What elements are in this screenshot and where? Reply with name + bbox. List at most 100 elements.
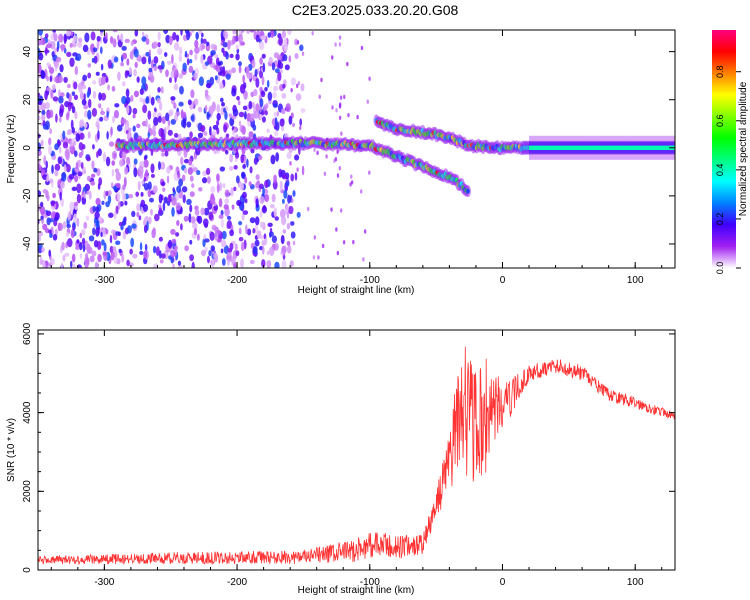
noise-blob <box>187 167 193 175</box>
noise-blob <box>295 83 299 89</box>
noise-blob <box>113 211 117 220</box>
noise-blob <box>259 221 265 229</box>
noise-blob <box>94 211 100 220</box>
noise-blob <box>106 131 109 140</box>
noise-blob <box>58 33 64 43</box>
noise-blob <box>63 164 67 173</box>
noise-blob <box>189 254 194 262</box>
noise-blob <box>246 112 252 123</box>
noise-blob <box>260 90 266 98</box>
noise-blob <box>260 235 265 240</box>
noise-blob <box>338 35 342 40</box>
colorbar-label: Normalized spectral amplitude <box>738 81 749 216</box>
noise-blob <box>157 115 162 123</box>
noise-blob <box>145 51 150 57</box>
noise-blob <box>100 76 106 86</box>
noise-blob <box>299 118 303 127</box>
noise-blob <box>186 121 192 128</box>
noise-blob <box>290 231 296 239</box>
noise-blob <box>46 217 51 226</box>
noise-blob <box>99 116 104 122</box>
noise-blob <box>224 189 230 198</box>
noise-blob <box>94 261 99 268</box>
noise-blob <box>313 147 316 153</box>
noise-blob <box>255 34 260 43</box>
noise-blob <box>133 90 139 98</box>
noise-blob <box>98 92 102 101</box>
noise-blob <box>191 183 195 189</box>
noise-blob <box>73 81 78 90</box>
noise-blob <box>264 110 268 116</box>
noise-blob <box>180 30 183 36</box>
noise-blob <box>44 90 48 101</box>
noise-blob <box>152 245 157 254</box>
noise-blob <box>296 40 300 45</box>
noise-blob <box>294 172 298 181</box>
noise-blob <box>152 185 158 194</box>
noise-blob <box>249 166 253 174</box>
noise-blob <box>331 105 334 110</box>
noise-blob <box>48 229 52 234</box>
colorbar-tick-label: 0.6 <box>715 115 725 128</box>
noise-blob <box>300 108 306 114</box>
noise-blob <box>259 57 263 65</box>
noise-blob <box>228 113 233 118</box>
noise-blob <box>283 189 288 199</box>
noise-blob <box>105 190 109 197</box>
noise-blob <box>287 30 292 36</box>
noise-blob <box>143 182 149 191</box>
noise-blob <box>173 102 177 110</box>
noise-blob <box>193 227 198 236</box>
noise-blob <box>122 217 126 227</box>
noise-blob <box>139 250 144 255</box>
noise-blob <box>140 191 144 197</box>
noise-blob <box>69 201 75 212</box>
noise-blob <box>38 63 42 74</box>
noise-blob <box>243 111 247 120</box>
noise-blob <box>116 124 123 132</box>
noise-blob <box>119 159 124 167</box>
noise-blob <box>170 250 176 258</box>
noise-blob <box>208 211 214 221</box>
snr-y-ticks: 0 2000 4000 6000 <box>22 322 675 573</box>
noise-blob <box>65 112 70 121</box>
noise-blob <box>281 92 287 99</box>
noise-blob <box>206 41 210 47</box>
noise-blob <box>194 205 199 211</box>
noise-blob <box>167 119 171 128</box>
noise-blob <box>178 73 184 79</box>
noise-blob <box>226 220 232 230</box>
noise-blob <box>38 243 43 249</box>
noise-blob <box>135 191 140 197</box>
noise-blob <box>91 107 98 117</box>
noise-blob <box>111 229 116 235</box>
noise-blob <box>85 257 90 267</box>
noise-blob <box>171 197 177 206</box>
noise-blob <box>282 83 286 89</box>
noise-blob <box>200 37 204 44</box>
noise-blob <box>173 42 180 51</box>
noise-blob <box>38 115 41 121</box>
noise-blob <box>142 98 146 106</box>
noise-blob <box>320 77 323 83</box>
noise-blob <box>280 234 285 245</box>
noise-blob <box>117 71 121 81</box>
noise-blob <box>368 76 371 81</box>
noise-blob <box>83 191 86 199</box>
noise-blob <box>40 102 46 112</box>
noise-blob <box>178 101 184 107</box>
noise-blob <box>286 222 291 230</box>
noise-blob <box>71 91 76 96</box>
noise-blob <box>294 38 298 46</box>
noise-blob <box>281 259 287 268</box>
noise-blob <box>288 115 293 125</box>
noise-blob <box>249 30 255 33</box>
noise-blob <box>291 198 294 203</box>
noise-blob <box>138 215 142 221</box>
noise-blob <box>259 97 264 108</box>
noise-blob <box>96 151 99 158</box>
noise-blob <box>175 111 181 116</box>
snr-background <box>38 330 675 570</box>
noise-blob <box>210 186 216 193</box>
noise-blob <box>168 77 172 83</box>
